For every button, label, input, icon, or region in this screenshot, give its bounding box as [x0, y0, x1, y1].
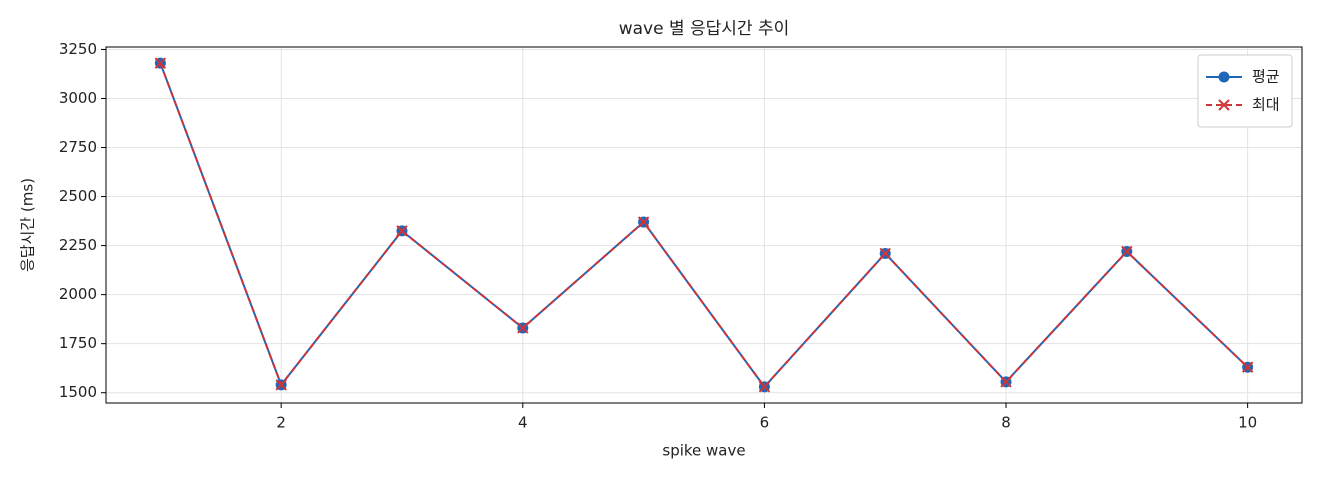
- chart-title: wave 별 응답시간 추이: [619, 19, 790, 39]
- y-tick-label: 3000: [59, 89, 97, 107]
- marker: [1121, 245, 1133, 258]
- x-axis-label: spike wave: [662, 442, 745, 460]
- marker: [1241, 361, 1254, 373]
- y-tick-label: 3250: [59, 40, 97, 58]
- legend-box: [1197, 54, 1293, 128]
- marker: [396, 225, 408, 237]
- x-tick-label: 8: [1001, 414, 1011, 432]
- y-axis-label: 응답시간 (ms): [19, 178, 37, 272]
- x-tick-label: 10: [1238, 414, 1257, 432]
- legend-label: 평균: [1252, 68, 1280, 86]
- legend-label: 최대: [1252, 96, 1280, 114]
- marker: [1218, 99, 1230, 111]
- y-tick-label: 2250: [59, 236, 97, 254]
- series-line: [159, 62, 1249, 389]
- marker: [154, 57, 167, 69]
- marker: [637, 216, 650, 228]
- x-tick-label: 2: [276, 414, 286, 432]
- y-tick-label: 2500: [59, 187, 97, 205]
- plot-frame: [105, 46, 1303, 404]
- marker: [1218, 71, 1230, 83]
- x-tick-label: 4: [518, 414, 528, 432]
- marker: [1000, 376, 1012, 388]
- marker: [758, 381, 771, 393]
- marker: [517, 322, 529, 334]
- x-tick-label: 6: [760, 414, 770, 432]
- y-tick-label: 1750: [59, 334, 97, 352]
- marker: [879, 247, 891, 260]
- y-tick-label: 1500: [59, 383, 97, 401]
- series-line: [159, 62, 1249, 389]
- marker: [275, 379, 287, 391]
- y-tick-label: 2000: [59, 285, 97, 303]
- y-tick-label: 2750: [59, 138, 97, 156]
